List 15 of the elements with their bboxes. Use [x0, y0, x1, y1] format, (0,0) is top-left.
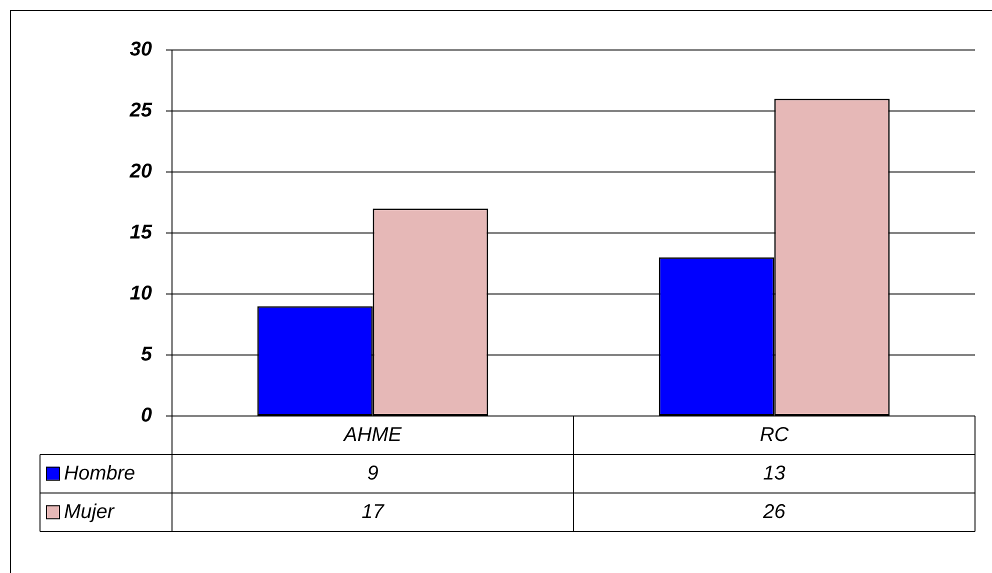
- x-tick-label: AHME: [342, 424, 402, 446]
- data-label: 13: [763, 462, 786, 484]
- y-tick-label: 15: [130, 222, 153, 244]
- x-tick-label: RC: [760, 424, 790, 446]
- y-tick-label: 10: [130, 282, 152, 305]
- data-label: 17: [362, 500, 385, 523]
- legend-label: Hombre: [64, 462, 136, 484]
- y-tick-label: 30: [130, 38, 152, 61]
- y-tick-label: 0: [140, 404, 152, 427]
- legend-label: Mujer: [64, 500, 116, 523]
- y-tick-label: 20: [128, 160, 152, 183]
- y-tick-label: 5: [140, 344, 153, 366]
- data-label: 26: [762, 500, 786, 523]
- y-tick-label: 25: [128, 100, 153, 122]
- data-label: 9: [367, 462, 378, 484]
